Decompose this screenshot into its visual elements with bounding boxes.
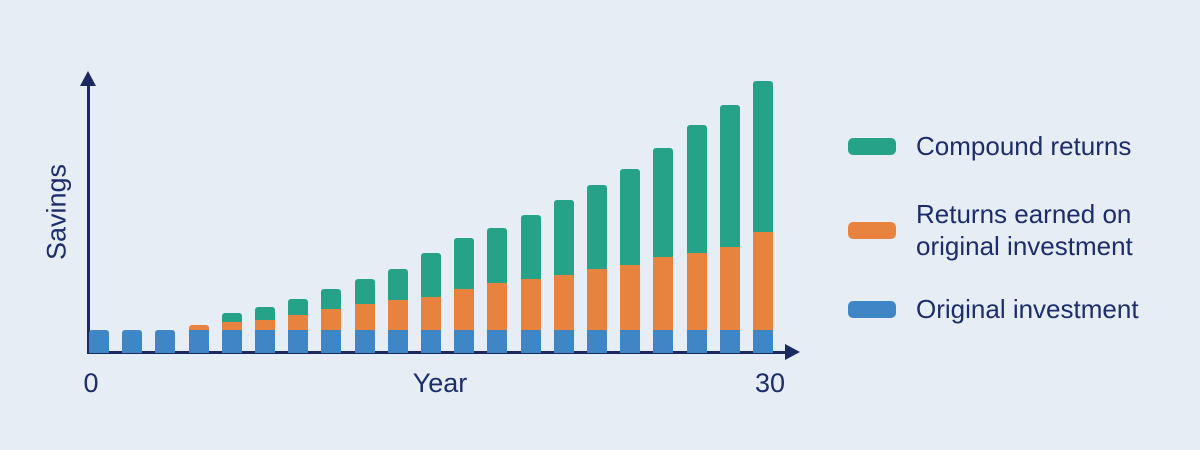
bar-5-segment-compound-returns xyxy=(222,313,242,322)
returns-on-original-swatch xyxy=(848,221,896,239)
bar-10-segment-original-investment xyxy=(388,330,408,353)
original-investment-swatch xyxy=(848,300,896,318)
bar-8 xyxy=(321,289,341,353)
bar-13-segment-returns-earned-on-original-investment xyxy=(487,283,507,330)
bar-12-segment-original-investment xyxy=(454,330,474,353)
bar-18 xyxy=(653,148,673,353)
bar-4 xyxy=(189,325,209,353)
y-axis-label: Savings xyxy=(41,163,72,261)
bar-1-segment-original-investment xyxy=(89,330,109,353)
bar-4-segment-returns-earned-on-original-investment xyxy=(189,325,209,330)
bar-13-segment-original-investment xyxy=(487,330,507,353)
bar-18-segment-compound-returns xyxy=(653,148,673,257)
bar-6 xyxy=(255,307,275,353)
bar-10 xyxy=(388,269,408,353)
bar-10-segment-compound-returns xyxy=(388,269,408,300)
bar-19-segment-compound-returns xyxy=(687,125,707,253)
bar-12 xyxy=(454,238,474,353)
bar-18-segment-original-investment xyxy=(653,330,673,353)
bar-20 xyxy=(720,105,740,353)
bar-20-segment-compound-returns xyxy=(720,105,740,247)
bar-20-segment-original-investment xyxy=(720,330,740,353)
bar-4-segment-original-investment xyxy=(189,330,209,353)
x-tick-0: 0 xyxy=(83,368,99,398)
legend-label: Returns earned on original investment xyxy=(916,199,1133,261)
bar-8-segment-compound-returns xyxy=(321,289,341,309)
bar-6-segment-compound-returns xyxy=(255,307,275,320)
bar-9-segment-compound-returns xyxy=(355,279,375,304)
bar-15-segment-returns-earned-on-original-investment xyxy=(554,275,574,330)
bar-15-segment-original-investment xyxy=(554,330,574,353)
bar-21-segment-returns-earned-on-original-investment xyxy=(753,232,773,330)
bar-19 xyxy=(687,125,707,353)
bar-9-segment-original-investment xyxy=(355,330,375,353)
x-axis-arrow-icon xyxy=(785,344,800,360)
bar-11 xyxy=(421,253,441,353)
bar-7-segment-original-investment xyxy=(288,330,308,353)
bar-17 xyxy=(620,169,640,353)
bar-12-segment-compound-returns xyxy=(454,238,474,289)
bar-6-segment-original-investment xyxy=(255,330,275,353)
bar-14-segment-original-investment xyxy=(521,330,541,353)
x-tick-30: 30 xyxy=(754,368,786,398)
legend-label: Compound returns xyxy=(916,131,1132,161)
compound-returns-swatch xyxy=(848,137,896,155)
bar-11-segment-returns-earned-on-original-investment xyxy=(421,297,441,330)
legend-item-original-investment: Original investment xyxy=(848,292,1176,326)
bar-17-segment-original-investment xyxy=(620,330,640,353)
bar-17-segment-compound-returns xyxy=(620,169,640,265)
bar-15 xyxy=(554,200,574,353)
bar-2-segment-original-investment xyxy=(122,330,142,353)
bar-16 xyxy=(587,185,607,353)
bar-10-segment-returns-earned-on-original-investment xyxy=(388,300,408,330)
bar-11-segment-original-investment xyxy=(421,330,441,353)
bar-21-segment-original-investment xyxy=(753,330,773,353)
bar-13-segment-compound-returns xyxy=(487,228,507,283)
bar-9 xyxy=(355,279,375,353)
bar-21 xyxy=(753,81,773,353)
bar-15-segment-compound-returns xyxy=(554,200,574,275)
bar-14-segment-compound-returns xyxy=(521,215,541,279)
x-axis-label: Year xyxy=(412,368,468,398)
bar-19-segment-original-investment xyxy=(687,330,707,353)
bar-13 xyxy=(487,228,507,353)
legend-item-compound-returns: Compound returns xyxy=(848,129,1176,163)
legend-label: Original investment xyxy=(916,294,1139,324)
bar-19-segment-returns-earned-on-original-investment xyxy=(687,253,707,330)
bar-7-segment-compound-returns xyxy=(288,299,308,315)
bar-14 xyxy=(521,215,541,353)
bar-7 xyxy=(288,299,308,353)
y-axis-arrow-icon xyxy=(80,71,96,86)
bar-5-segment-returns-earned-on-original-investment xyxy=(222,322,242,330)
bar-20-segment-returns-earned-on-original-investment xyxy=(720,247,740,330)
bar-11-segment-compound-returns xyxy=(421,253,441,297)
legend-item-returns-on-original: Returns earned on original investment xyxy=(848,198,1176,262)
bar-1 xyxy=(89,330,109,353)
bar-16-segment-compound-returns xyxy=(587,185,607,269)
bar-7-segment-returns-earned-on-original-investment xyxy=(288,315,308,330)
bar-8-segment-returns-earned-on-original-investment xyxy=(321,309,341,330)
bar-8-segment-original-investment xyxy=(321,330,341,353)
bar-12-segment-returns-earned-on-original-investment xyxy=(454,289,474,330)
bar-5 xyxy=(222,313,242,353)
bar-21-segment-compound-returns xyxy=(753,81,773,232)
bar-14-segment-returns-earned-on-original-investment xyxy=(521,279,541,330)
bar-6-segment-returns-earned-on-original-investment xyxy=(255,320,275,330)
bar-16-segment-returns-earned-on-original-investment xyxy=(587,269,607,330)
y-axis-line xyxy=(87,84,90,354)
bar-5-segment-original-investment xyxy=(222,330,242,353)
bar-9-segment-returns-earned-on-original-investment xyxy=(355,304,375,330)
bar-17-segment-returns-earned-on-original-investment xyxy=(620,265,640,330)
bar-3 xyxy=(155,330,175,353)
bar-18-segment-returns-earned-on-original-investment xyxy=(653,257,673,330)
bar-2 xyxy=(122,330,142,353)
bar-3-segment-original-investment xyxy=(155,330,175,353)
bar-16-segment-original-investment xyxy=(587,330,607,353)
